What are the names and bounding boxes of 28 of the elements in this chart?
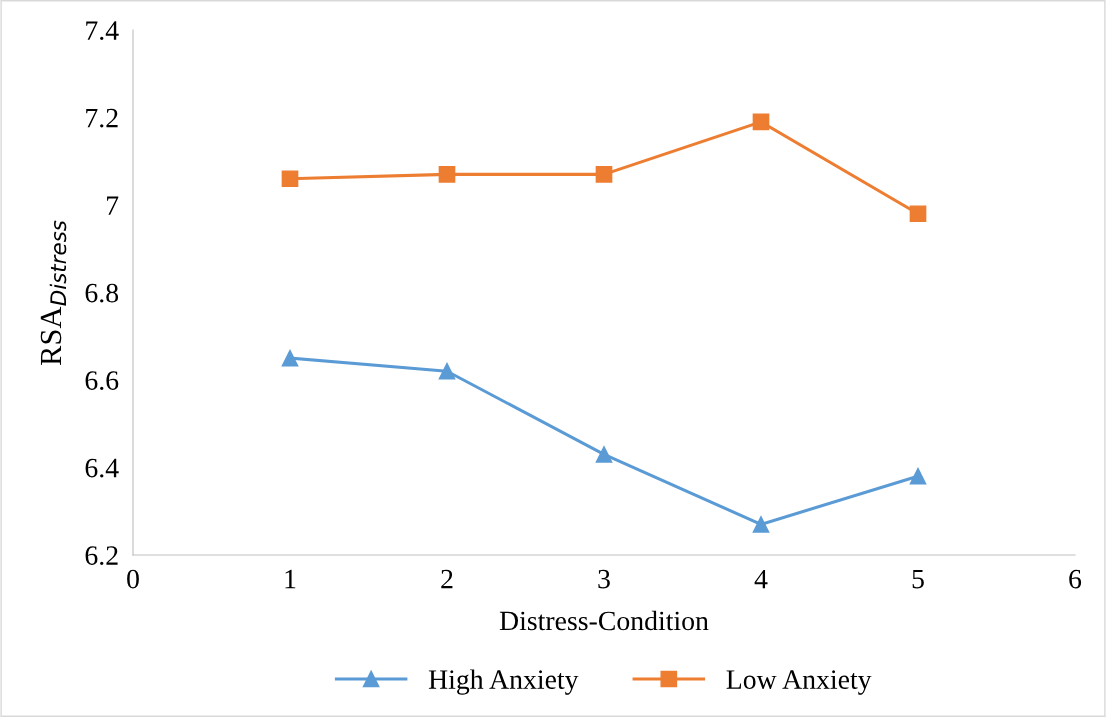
y-tick-label: 6.8 [85, 283, 119, 303]
point [281, 170, 299, 188]
y-axis-title: RSA$_{Distress}$ [40, 220, 67, 366]
x-tick-label: 2 [441, 569, 453, 589]
y-tick-label: 7 [107, 196, 119, 215]
x-tick-label: 5 [912, 569, 924, 589]
point [752, 113, 770, 131]
point [909, 467, 927, 485]
y-tick-label: 6.6 [85, 371, 119, 391]
x-tick-label: 6 [1069, 569, 1082, 589]
legend-label: Low Anxiety [726, 670, 872, 695]
y-tick-label: 6.4 [85, 458, 119, 478]
x-tick-label: 3 [598, 569, 610, 589]
y-tick-label: 6.2 [85, 546, 118, 566]
x-axis-title: Distress-Condition [499, 610, 709, 631]
x-tick-label: 4 [754, 569, 768, 589]
point [281, 349, 299, 367]
point [752, 516, 770, 533]
point [595, 166, 613, 183]
legend-label: High Anxiety [428, 669, 579, 695]
point [438, 166, 456, 183]
point [438, 362, 456, 380]
point [595, 446, 613, 463]
x-tick-label: 1 [285, 569, 296, 589]
y-tick-label: 7.4 [86, 21, 119, 41]
point [909, 205, 927, 223]
x-tick-label: 0 [127, 569, 139, 589]
y-tick-label: 7.2 [86, 108, 118, 128]
